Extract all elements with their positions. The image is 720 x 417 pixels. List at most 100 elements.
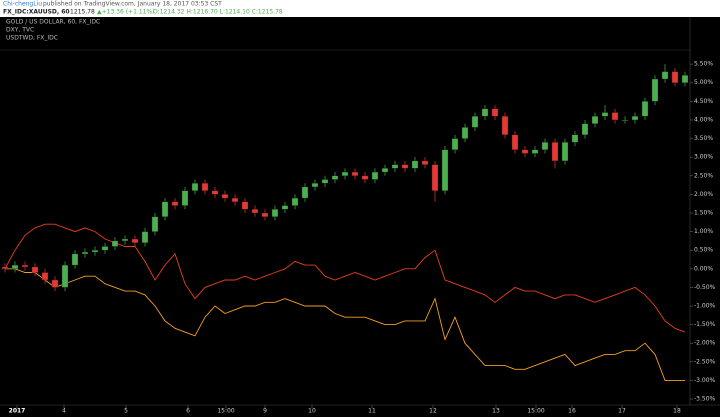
candle-body <box>501 116 509 135</box>
x-tick-label: 17 <box>618 408 626 415</box>
candle-body <box>1 266 9 269</box>
symbol: FX_IDC:XAUUSD, 60 <box>3 9 70 16</box>
x-tick-label: 10 <box>308 408 316 415</box>
ohlc: O:1214.32 H:1216.70 L:1214.10 C:1215.78 <box>153 9 283 16</box>
candle-body <box>381 168 389 173</box>
candle-body <box>681 75 689 83</box>
candle-body <box>671 71 679 83</box>
y-tick-label: -1.00% <box>694 303 716 310</box>
y-tick-label: -2.00% <box>694 340 716 347</box>
candle-body <box>521 149 529 154</box>
candle-body <box>461 127 469 139</box>
last-price: 1215.78 <box>70 9 95 16</box>
candle-body <box>641 101 649 117</box>
candle-body <box>81 251 89 255</box>
candle-body <box>51 279 59 288</box>
y-tick-label: -3.00% <box>694 377 716 384</box>
candle-body <box>61 264 69 288</box>
candle-body <box>121 238 129 242</box>
candle-body <box>351 171 359 176</box>
x-tick-label: 4 <box>62 408 66 415</box>
y-tick-label: 4.50% <box>694 98 713 105</box>
candle-body <box>241 201 249 210</box>
legend-entry: USDTWD, FX_IDC <box>6 35 58 42</box>
candle-body <box>191 183 199 191</box>
candle-body <box>181 190 189 206</box>
candle-body <box>301 186 309 199</box>
candle-body <box>411 160 419 169</box>
candle-body <box>11 264 19 269</box>
legend-entry: DXY, TVC <box>6 27 34 34</box>
candle-body <box>131 238 139 243</box>
y-tick-label: 3.50% <box>694 135 713 142</box>
y-tick-label: -1.50% <box>694 321 716 328</box>
x-tick-label: 16 <box>568 408 576 415</box>
x-tick-label: 6 <box>186 408 190 415</box>
candle-body <box>541 142 549 150</box>
candle-body <box>631 116 639 121</box>
candle-body <box>21 264 29 268</box>
candle-body <box>561 142 569 162</box>
author[interactable]: Chi-chengLiu <box>3 1 42 8</box>
x-tick-label: 2017 <box>9 408 26 415</box>
candle-body <box>141 231 149 243</box>
candle-body <box>331 175 339 180</box>
y-tick-label: 2.50% <box>694 172 713 179</box>
candle-body <box>451 138 459 150</box>
candle-body <box>211 190 219 195</box>
candle-body <box>341 171 349 176</box>
legend-entry: GOLD / US DOLLAR, 60, FX_IDC <box>6 19 100 26</box>
candle-body <box>91 250 99 253</box>
line-series <box>4 223 686 333</box>
y-tick-label: 4.00% <box>694 116 713 123</box>
x-tick-label: 12 <box>429 408 437 415</box>
x-tick-label: 15:00 <box>527 408 544 415</box>
candle-body <box>591 116 599 124</box>
candle-body <box>581 123 589 135</box>
line-series <box>5 268 685 381</box>
candle-body <box>101 246 109 251</box>
candle-body <box>171 201 179 206</box>
candle-body <box>291 197 299 206</box>
published: published on TradingView.com, January 18… <box>43 1 222 8</box>
candle-body <box>441 149 449 191</box>
y-tick-label: -2.50% <box>694 358 716 365</box>
candle-body <box>401 164 409 169</box>
candle-body <box>311 183 319 188</box>
candle-body <box>361 175 369 180</box>
candle-body <box>661 71 669 80</box>
y-tick-label: 3.00% <box>694 154 713 161</box>
candle-body <box>491 108 499 117</box>
candle-body <box>261 212 269 217</box>
y-tick-label: 1.50% <box>694 209 713 216</box>
candle-body <box>421 160 429 165</box>
candle-body <box>111 240 119 247</box>
candle-body <box>391 164 399 169</box>
candle-body <box>551 142 559 162</box>
candle-body <box>251 209 259 214</box>
candle-body <box>651 78 659 102</box>
y-tick-label: 0.00% <box>694 265 713 272</box>
candle-body <box>481 108 489 117</box>
x-tick-label: 5 <box>124 408 128 415</box>
price-change: ▲+13.36 (+1.11%) <box>97 9 155 16</box>
x-tick-label: 18 <box>673 408 681 415</box>
y-tick-label: 1.00% <box>694 228 713 235</box>
y-tick-label: 0.50% <box>694 247 713 254</box>
candle-body <box>321 179 329 184</box>
candle-body <box>161 201 169 217</box>
candle-body <box>571 134 579 143</box>
x-tick-label: 13 <box>492 408 500 415</box>
x-tick-label: 15:00 <box>217 408 234 415</box>
y-tick-label: 5.50% <box>694 61 713 68</box>
y-tick-label: 2.00% <box>694 191 713 198</box>
candle-body <box>271 209 279 217</box>
candle-body <box>31 266 39 273</box>
x-tick-label: 9 <box>263 408 267 415</box>
candle-body <box>431 164 439 191</box>
candle-body <box>601 112 609 117</box>
y-tick-label: -0.50% <box>694 284 716 291</box>
candle-body <box>201 183 209 191</box>
